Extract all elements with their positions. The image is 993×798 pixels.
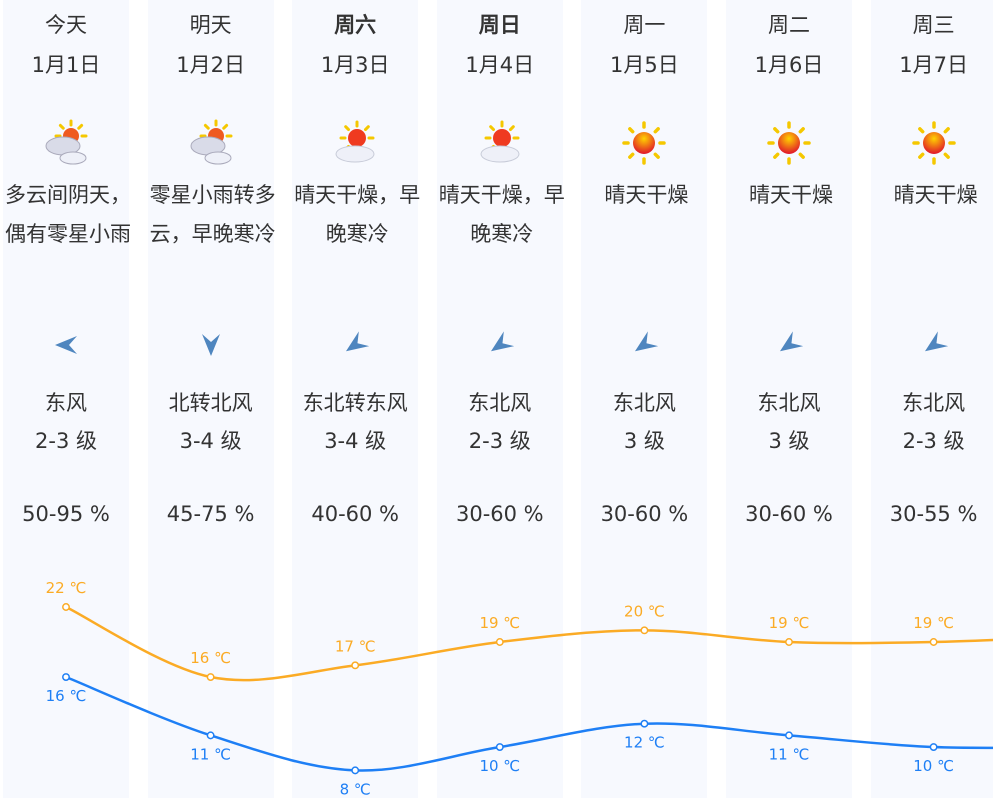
weather-description: 晴天干燥 xyxy=(749,183,833,207)
sunny-icon xyxy=(764,118,814,168)
wind-level: 3 级 xyxy=(623,429,665,453)
humidity: 30-60 % xyxy=(455,502,544,526)
sunny-icon xyxy=(619,118,669,168)
day-label: 今天 xyxy=(45,13,87,37)
wind-northeast-arrow-icon xyxy=(771,327,807,363)
wind-direction: 东北转东风 xyxy=(302,391,408,415)
wind-direction: 东北风 xyxy=(612,391,676,415)
wind-level: 3 级 xyxy=(768,429,810,453)
day-label: 周日 xyxy=(478,13,521,37)
day-column: 明天 1月2日 零星小雨转多云，早晚寒冷 北转北风 3-4 级 45-75 % xyxy=(147,0,276,798)
date-label: 1月6日 xyxy=(754,53,824,77)
weather-description: 晴天干燥，早晚寒冷 xyxy=(438,183,565,246)
day-label: 周二 xyxy=(768,13,810,37)
wind-direction: 东北风 xyxy=(902,391,966,415)
wind-direction: 东北风 xyxy=(468,391,532,415)
day-label: 周六 xyxy=(334,13,377,37)
wind-direction: 东北风 xyxy=(757,391,821,415)
wind-north-arrow-icon xyxy=(198,332,224,358)
wind-northeast-arrow-icon xyxy=(915,327,951,363)
date-label: 1月7日 xyxy=(899,53,968,77)
date-label: 1月1日 xyxy=(31,53,101,77)
weather-description: 晴天干燥，早晚寒冷 xyxy=(294,183,421,246)
wind-direction: 北转北风 xyxy=(168,391,253,415)
weather-description: 零星小雨转多云，早晚寒冷 xyxy=(149,183,276,246)
wind-east-arrow-icon xyxy=(53,332,79,358)
sunny-cloud-icon xyxy=(330,118,380,168)
partly-cloudy-icon xyxy=(41,118,91,168)
sunny-cloud-icon xyxy=(475,118,525,168)
date-label: 1月4日 xyxy=(465,53,535,77)
date-label: 1月5日 xyxy=(610,53,679,77)
wind-northeast-arrow-icon xyxy=(626,327,662,363)
weather-description: 多云间阴天，偶有零星小雨 xyxy=(5,183,131,246)
day-column: 周六 1月3日 晴天干燥，早晚寒冷 东北转东风 3-4 级 40-60 % xyxy=(292,0,420,798)
day-column: 周三 1月7日 晴天干燥 东北风 2-3 级 30-55 % xyxy=(870,0,993,798)
wind-northeast-arrow-icon xyxy=(337,327,373,363)
humidity: 30-55 % xyxy=(889,502,978,526)
humidity: 45-75 % xyxy=(166,502,255,526)
weather-description: 晴天干燥 xyxy=(604,183,689,207)
day-column: 周二 1月6日 晴天干燥 东北风 3 级 30-60 % xyxy=(726,0,852,798)
weather-description: 晴天干燥 xyxy=(893,183,978,207)
wind-level: 3-4 级 xyxy=(179,429,242,453)
humidity: 40-60 % xyxy=(311,502,400,526)
wind-level: 2-3 级 xyxy=(35,429,97,453)
day-column: 今天 1月1日 多云间阴天，偶有零星小雨 东风 2-3 级 50-95 % xyxy=(3,0,131,798)
day-label: 明天 xyxy=(189,13,232,37)
day-column: 周日 1月4日 晴天干燥，早晚寒冷 东北风 2-3 级 30-60 % xyxy=(436,0,565,798)
day-column: 周一 1月5日 晴天干燥 东北风 3 级 30-60 % xyxy=(581,0,708,798)
sunny-icon xyxy=(909,118,959,168)
humidity: 50-95 % xyxy=(22,502,110,526)
wind-northeast-arrow-icon xyxy=(482,327,518,363)
humidity: 30-60 % xyxy=(745,502,833,526)
wind-level: 2-3 级 xyxy=(902,429,965,453)
wind-direction: 东风 xyxy=(45,391,87,415)
day-label: 周三 xyxy=(912,13,955,37)
partly-cloudy-icon xyxy=(186,118,236,168)
wind-level: 3-4 级 xyxy=(324,429,387,453)
wind-level: 2-3 级 xyxy=(468,429,531,453)
humidity: 30-60 % xyxy=(600,502,689,526)
day-label: 周一 xyxy=(623,13,666,37)
date-label: 1月3日 xyxy=(320,53,390,77)
date-label: 1月2日 xyxy=(176,53,245,77)
